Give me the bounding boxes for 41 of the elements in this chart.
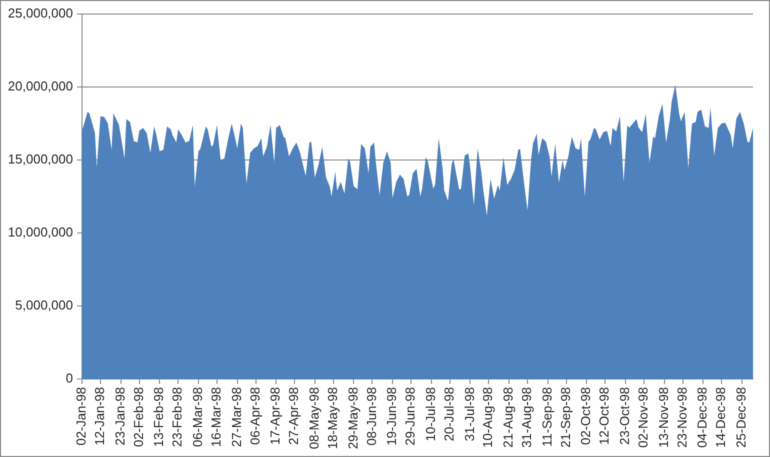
- x-tick-label: 14-Dec-98: [713, 387, 728, 448]
- x-tick-label: 10-Aug-98: [480, 387, 496, 448]
- x-tick-label: 29-May-98: [345, 387, 360, 450]
- x-tick-label: 02-Nov-98: [636, 387, 651, 448]
- y-tick-label: 25,000,000: [8, 6, 73, 21]
- x-tick-label: 02-Oct-98: [578, 387, 594, 445]
- x-tick-label: 29-Jun-98: [402, 387, 418, 446]
- y-tick-label: 10,000,000: [8, 224, 73, 240]
- x-tick-label: 25-Dec-98: [733, 387, 748, 448]
- x-tick-label: 20-Jul-98: [441, 387, 456, 442]
- x-tick-label: 31-Jul-98: [462, 387, 477, 442]
- x-tick-label: 06-Mar-98: [190, 387, 206, 447]
- x-tick-label: 31-Aug-98: [519, 387, 534, 448]
- x-tick-label: 21-Sep-98: [558, 387, 573, 448]
- x-tick-label: 27-Mar-98: [228, 387, 244, 447]
- x-tick-label: 23-Oct-98: [617, 387, 632, 445]
- x-tick-label: 02-Jan-98: [74, 387, 89, 446]
- x-tick-label: 23-Feb-98: [170, 387, 185, 447]
- x-tick-label: 08-May-98: [306, 387, 322, 450]
- x-tick-label: 12-Jan-98: [92, 387, 108, 446]
- y-tick-label: 5,000,000: [15, 298, 73, 313]
- x-tick-label: 21-Aug-98: [500, 387, 516, 448]
- x-tick-label: 10-Jul-98: [422, 387, 438, 442]
- x-tick-label: 11-Sep-98: [539, 387, 554, 447]
- y-tick-label: 20,000,000: [8, 78, 73, 94]
- x-tick-label: 08-Jun-98: [364, 387, 379, 446]
- x-tick-label: 27-Apr-98: [286, 387, 302, 445]
- x-tick-label: 18-May-98: [324, 387, 340, 450]
- y-tick-label: 15,000,000: [8, 152, 73, 167]
- x-tick-label: 13-Nov-98: [656, 387, 671, 448]
- x-tick-label: 23-Nov-98: [674, 387, 690, 448]
- x-tick-label: 23-Jan-98: [112, 387, 128, 446]
- x-tick-label: 19-Jun-98: [384, 387, 400, 446]
- x-tick-label: 17-Apr-98: [268, 387, 283, 445]
- x-tick-label: 16-Mar-98: [208, 387, 224, 447]
- x-tick-label: 02-Feb-98: [130, 387, 146, 447]
- x-tick-label: 12-Oct-98: [596, 387, 612, 445]
- y-tick-label: 0: [66, 370, 73, 386]
- x-tick-label: 13-Feb-98: [151, 387, 166, 447]
- x-tick-label: 06-Apr-98: [247, 387, 262, 445]
- x-tick-label: 04-Dec-98: [694, 387, 710, 448]
